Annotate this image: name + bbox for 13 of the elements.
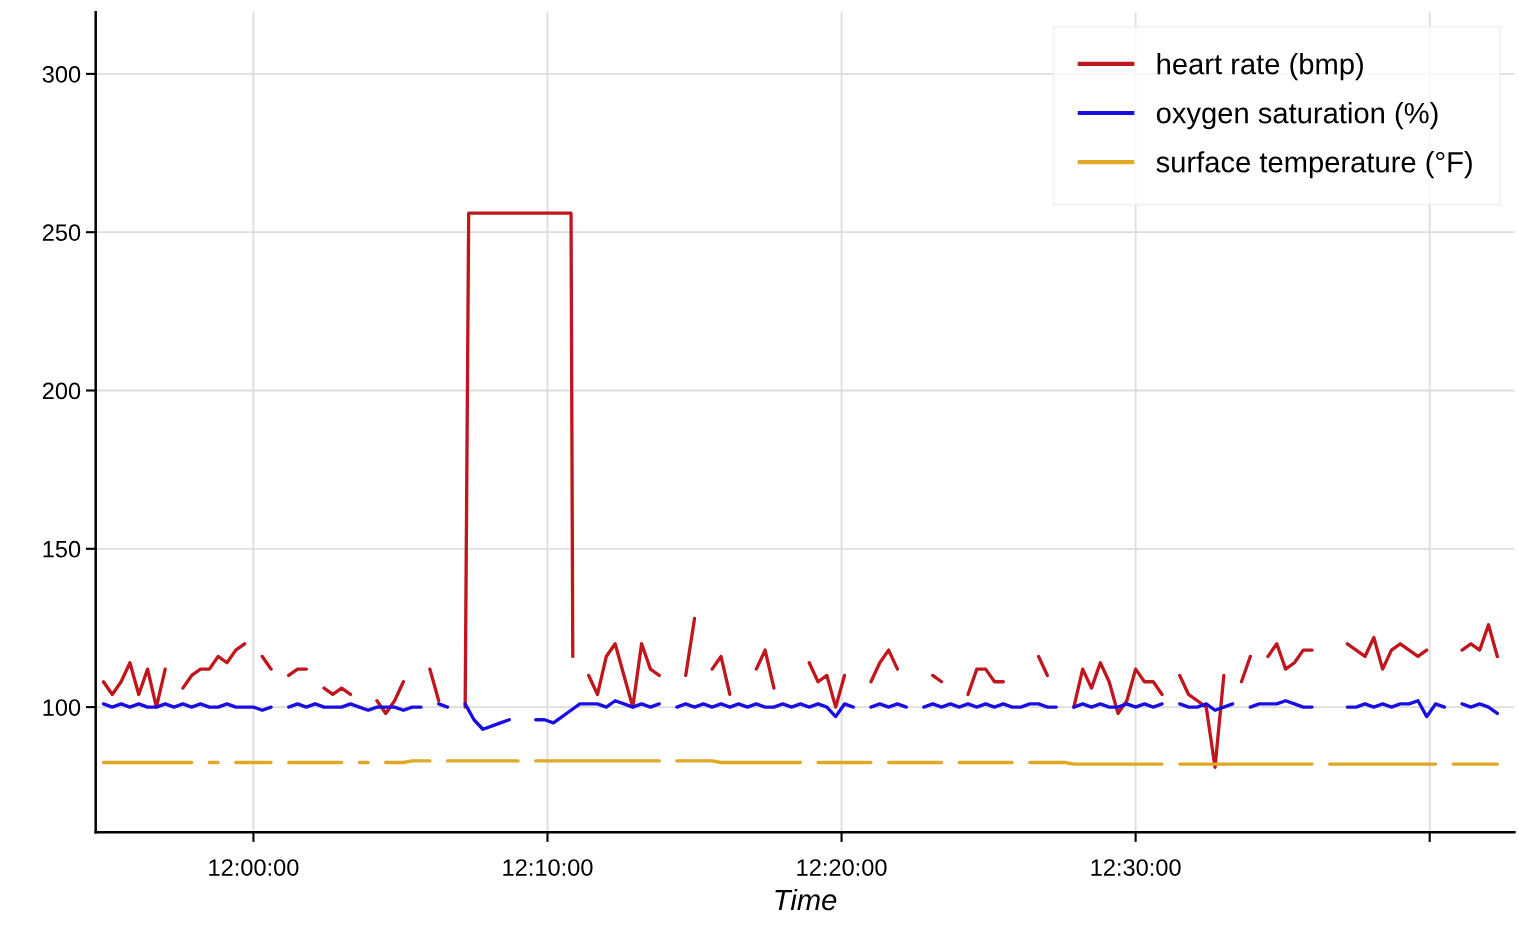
y-tick-label: 100 [43, 699, 81, 716]
x-tick-label: 12:30:00 [1091, 859, 1181, 876]
legend-label: oxygen saturation (%) [1156, 102, 1438, 130]
x-tick-label: 12:10:00 [503, 859, 593, 876]
x-tick-label: 12:20:00 [797, 859, 887, 876]
y-tick-label: 150 [43, 540, 81, 558]
legend-label: heart rate (bmp) [1157, 52, 1363, 81]
y-tick-label: 200 [42, 382, 81, 400]
legend-label: surface temperature (°F) [1156, 151, 1472, 179]
y-tick-label: 250 [42, 224, 81, 241]
x-tick-label: 12:00:00 [209, 859, 299, 876]
y-tick-label: 300 [42, 65, 81, 83]
x-axis-title: Time [775, 888, 837, 911]
